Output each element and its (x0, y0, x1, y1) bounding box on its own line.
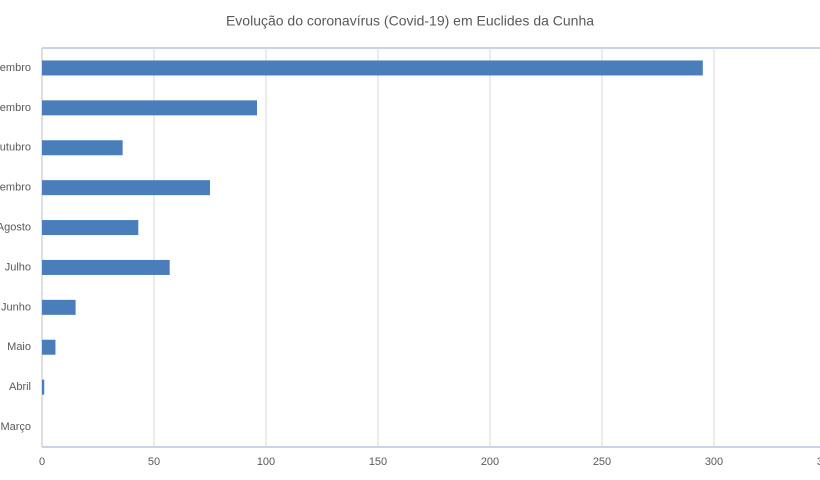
bar (42, 180, 210, 196)
y-tick-label: Março (0, 421, 31, 433)
x-tick-label: 0 (39, 456, 45, 468)
y-tick-label: Agosto (0, 221, 31, 233)
y-tick-label: Outubro (0, 142, 31, 154)
y-tick-label: Julho (5, 261, 31, 273)
y-tick-label: Abril (9, 381, 31, 393)
y-tick-label: Dezembro (0, 62, 31, 74)
bar (42, 140, 123, 156)
bar (42, 379, 45, 395)
bar (42, 220, 139, 236)
x-tick-label: 300 (705, 456, 723, 468)
bar (42, 299, 76, 315)
y-tick-label: Novembro (0, 102, 31, 114)
x-tick-label: 350 (817, 456, 820, 468)
bar (42, 60, 703, 76)
y-tick-label: Junho (1, 301, 31, 313)
x-tick-label: 50 (148, 456, 160, 468)
x-tick-label: 100 (257, 456, 275, 468)
x-tick-label: 200 (481, 456, 499, 468)
chart-title: Evolução do coronavírus (Covid-19) em Eu… (226, 13, 594, 29)
bar (42, 259, 170, 275)
bar (42, 339, 56, 355)
x-tick-label: 150 (369, 456, 387, 468)
bar (42, 100, 258, 116)
x-tick-label: 250 (593, 456, 611, 468)
y-tick-label: Maio (7, 341, 31, 353)
y-tick-label: Setembro (0, 182, 31, 194)
